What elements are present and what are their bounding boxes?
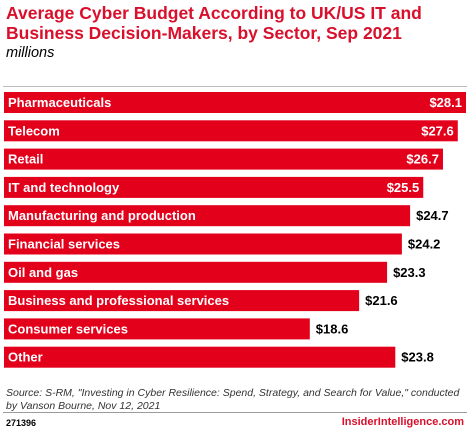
category-label-0: Pharmaceuticals	[8, 95, 111, 110]
bar-0	[4, 92, 466, 113]
value-label-9: $23.8	[401, 350, 434, 365]
bar-4	[4, 205, 411, 227]
bar-1	[4, 120, 458, 142]
chart-subtitle: millions	[6, 45, 55, 61]
bar-9	[4, 346, 396, 368]
bar-6	[4, 261, 388, 283]
bar-chart: Pharmaceuticals $28.1 Telecom $27.6 Retail $2…	[4, 92, 466, 368]
value-label-3: $25.5	[387, 180, 420, 195]
brand-link[interactable]: InsiderIntelligence.com	[341, 416, 464, 428]
value-label-0: $28.1	[429, 95, 462, 110]
value-label-4: $24.7	[416, 208, 449, 223]
footer-divider	[3, 412, 467, 413]
category-label-8: Consumer services	[8, 321, 128, 336]
value-label-1: $27.6	[421, 123, 454, 138]
chart-top-divider	[3, 86, 467, 87]
value-label-2: $26.7	[406, 152, 439, 167]
bar-8	[4, 318, 310, 340]
category-label-1: Telecom	[8, 123, 60, 138]
category-label-9: Other	[8, 350, 43, 365]
bar-3	[4, 176, 424, 198]
category-label-4: Manufacturing and production	[8, 208, 196, 223]
category-label-5: Financial services	[8, 237, 120, 252]
chart-title: Average Cyber Budget According to UK/US …	[6, 3, 422, 43]
value-label-6: $23.3	[393, 265, 426, 280]
category-label-2: Retail	[8, 152, 43, 167]
category-label-6: Oil and gas	[8, 265, 78, 280]
bar-7	[4, 290, 360, 312]
bar-2	[4, 148, 443, 170]
value-label-8: $18.6	[316, 321, 349, 336]
bar-5	[4, 233, 402, 255]
value-label-5: $24.2	[408, 237, 441, 252]
category-label-7: Business and professional services	[8, 293, 229, 308]
chart-id: 271396	[6, 418, 37, 428]
source-note: Source: S-RM, "Investing in Cyber Resili…	[6, 387, 460, 412]
value-label-7: $21.6	[365, 293, 398, 308]
category-label-3: IT and technology	[8, 180, 120, 195]
